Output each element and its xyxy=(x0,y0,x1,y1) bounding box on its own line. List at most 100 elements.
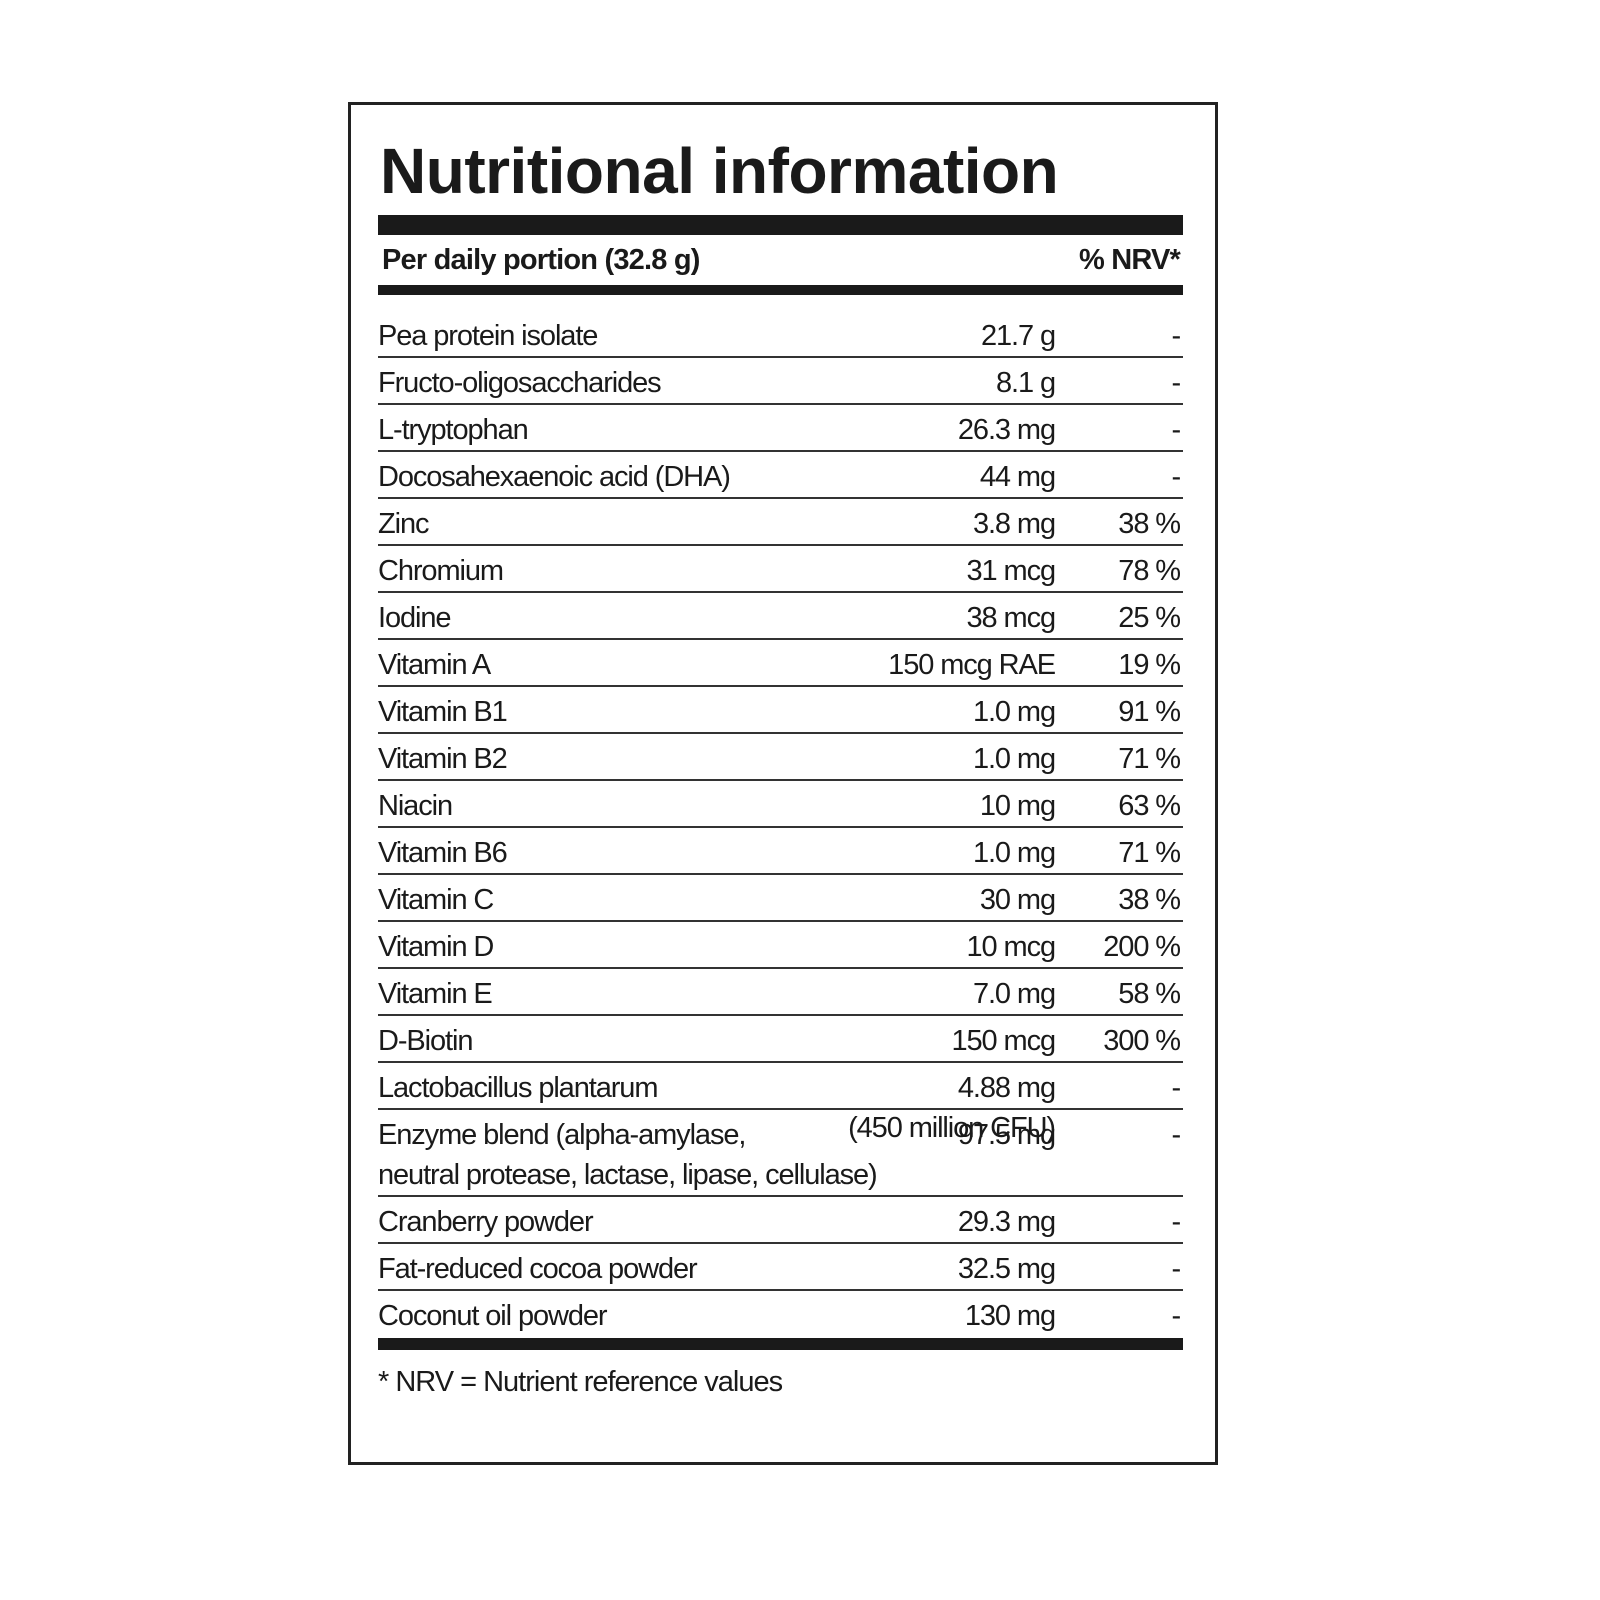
nutrient-nrv: - xyxy=(1171,414,1181,446)
name-line: Niacin xyxy=(378,790,453,822)
nutrient-nrv: 91 % xyxy=(1118,696,1181,728)
nutrient-nrv: 25 % xyxy=(1118,602,1181,634)
name-line: Vitamin B6 xyxy=(378,837,508,869)
name-line: Lactobacillus plantarum xyxy=(378,1072,658,1104)
nutrient-row: Cranberry powder 29.3 mg - xyxy=(378,1197,1183,1244)
nutrient-nrv: 38 % xyxy=(1118,884,1181,916)
nutrient-name: Cranberry powder xyxy=(378,1202,1183,1242)
amount-line: 150 mcg xyxy=(951,1025,1056,1057)
name-line: Zinc xyxy=(378,508,429,540)
nutrient-row: L-tryptophan 26.3 mg - xyxy=(378,405,1183,452)
nutrient-name: Zinc xyxy=(378,504,1183,544)
nutrient-row: Zinc 3.8 mg 38 % xyxy=(378,499,1183,546)
nutrient-row: Fat-reduced cocoa powder 32.5 mg - xyxy=(378,1244,1183,1291)
nutrient-name: Vitamin C xyxy=(378,880,1183,920)
nutrient-row: Iodine 38 mcg 25 % xyxy=(378,593,1183,640)
nutrient-name: Enzyme blend (alpha-amylase, neutral prot… xyxy=(378,1115,1183,1195)
nutrient-amount: 130 mg xyxy=(965,1296,1056,1336)
nutrient-amount: 32.5 mg xyxy=(958,1249,1056,1289)
nutrient-amount: 44 mg xyxy=(979,457,1056,497)
nutrient-name: D-Biotin xyxy=(378,1021,1183,1061)
name-line: Chromium xyxy=(378,555,504,587)
nutrient-nrv: - xyxy=(1171,367,1181,399)
nutrient-name: Vitamin B1 xyxy=(378,692,1183,732)
nutrient-row: Docosahexaenoic acid (DHA) 44 mg - xyxy=(378,452,1183,499)
nutrient-amount: 3.8 mg xyxy=(972,504,1056,544)
nutrient-amount: 97.5 mg xyxy=(958,1115,1056,1155)
nutrient-row: Vitamin B6 1.0 mg 71 % xyxy=(378,828,1183,875)
title: Nutritional information xyxy=(380,135,1059,207)
nutrient-row: Vitamin C 30 mg 38 % xyxy=(378,875,1183,922)
nutrient-name: Fructo-oligosaccharides xyxy=(378,363,1183,403)
name-line: Vitamin C xyxy=(378,884,494,916)
nutrient-amount: 10 mg xyxy=(979,786,1056,826)
nutrient-amount: 4.88 mg (450 million CFU) xyxy=(848,1068,1056,1148)
nutrient-name: Chromium xyxy=(378,551,1183,591)
amount-line: 7.0 mg xyxy=(972,978,1056,1010)
nutrient-nrv: 78 % xyxy=(1118,555,1181,587)
name-line: L-tryptophan xyxy=(378,414,529,446)
amount-line: 1.0 mg xyxy=(972,696,1056,728)
amount-line: 3.8 mg xyxy=(972,508,1056,540)
amount-line: (450 million CFU) xyxy=(848,1112,1056,1144)
name-line: Enzyme blend (alpha-amylase, xyxy=(378,1119,746,1151)
nutrient-row: D-Biotin 150 mcg 300 % xyxy=(378,1016,1183,1063)
nutrient-row: Vitamin E 7.0 mg 58 % xyxy=(378,969,1183,1016)
amount-line: 38 mcg xyxy=(966,602,1057,634)
nutrient-name: Coconut oil powder xyxy=(378,1296,1183,1336)
amount-line: 150 mcg RAE xyxy=(888,649,1056,681)
nutrient-nrv: - xyxy=(1171,320,1181,352)
nutrient-name: Lactobacillus plantarum xyxy=(378,1068,1183,1108)
name-line: Iodine xyxy=(378,602,452,634)
nutrient-amount: 38 mcg xyxy=(966,598,1057,638)
nutrient-amount: 29.3 mg xyxy=(958,1202,1056,1242)
nutrient-amount: 21.7 g xyxy=(980,316,1056,356)
nutrient-name: Vitamin B6 xyxy=(378,833,1183,873)
nutrient-nrv: 71 % xyxy=(1118,743,1181,775)
amount-line: 4.88 mg xyxy=(957,1072,1056,1104)
rows: Pea protein isolate 21.7 g - Fructo-oligosa… xyxy=(378,311,1183,1336)
header-row: Per daily portion (32.8 g) % NRV* xyxy=(378,235,1183,285)
nutrient-nrv: - xyxy=(1171,1206,1181,1238)
nutrient-name: L-tryptophan xyxy=(378,410,1183,450)
thick-rule xyxy=(378,215,1183,235)
nutrient-nrv: 300 % xyxy=(1103,1025,1181,1057)
portion-label: Per daily portion (32.8 g) xyxy=(382,244,700,276)
name-line: Fructo-oligosaccharides xyxy=(378,367,662,399)
nutrient-amount: 26.3 mg xyxy=(958,410,1056,450)
name-line: Vitamin E xyxy=(378,978,493,1010)
amount-line: 30 mg xyxy=(979,884,1056,916)
nutrient-row: Lactobacillus plantarum 4.88 mg (450 milli… xyxy=(378,1063,1183,1144)
nutrient-amount: 1.0 mg xyxy=(972,692,1056,732)
amount-line: 21.7 g xyxy=(980,320,1056,352)
nutrient-row: Pea protein isolate 21.7 g - xyxy=(378,311,1183,358)
panel-content: Nutritional information Per daily portio… xyxy=(378,105,1183,1402)
amount-line: 10 mg xyxy=(979,790,1056,822)
nutrient-name: Vitamin A xyxy=(378,645,1183,685)
name-line: neutral protease, lactase, lipase, cellu… xyxy=(378,1159,878,1191)
nutrient-nrv: - xyxy=(1171,1072,1181,1104)
nutrient-row: Niacin 10 mg 63 % xyxy=(378,781,1183,828)
name-line: Vitamin B1 xyxy=(378,696,508,728)
nutrition-panel: Nutritional information Per daily portio… xyxy=(348,102,1218,1465)
name-line: Cranberry powder xyxy=(378,1206,594,1238)
nutrient-amount: 31 mcg xyxy=(967,551,1057,591)
nutrient-amount: 7.0 mg xyxy=(972,974,1056,1014)
amount-line: 10 mcg xyxy=(966,931,1057,963)
amount-line: 8.1 g xyxy=(996,367,1056,399)
nutrient-nrv: - xyxy=(1171,1253,1181,1285)
footnote: * NRV = Nutrient reference values xyxy=(378,1366,783,1398)
nutrient-name: Niacin xyxy=(378,786,1183,826)
amount-line: 44 mg xyxy=(979,461,1056,493)
name-line: Docosahexaenoic acid (DHA) xyxy=(378,461,731,493)
nutrient-amount: 1.0 mg xyxy=(972,739,1056,779)
nutrient-nrv: 19 % xyxy=(1118,649,1181,681)
nutrient-nrv: - xyxy=(1171,1300,1181,1332)
nutrient-amount: 10 mcg xyxy=(966,927,1057,967)
nutrient-nrv: 200 % xyxy=(1103,931,1181,963)
nutrient-nrv: - xyxy=(1171,1119,1181,1151)
nutrient-name: Fat-reduced cocoa powder xyxy=(378,1249,1183,1289)
amount-line: 1.0 mg xyxy=(972,743,1056,775)
nutrient-amount: 8.1 g xyxy=(996,363,1056,403)
